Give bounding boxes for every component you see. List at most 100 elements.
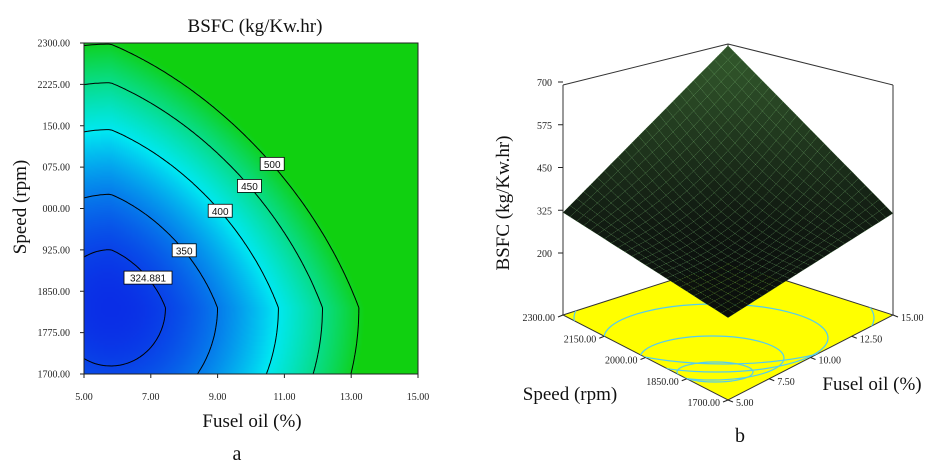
- contour-x-tick-label: 11.00: [273, 392, 295, 403]
- contour-line: [84, 43, 360, 374]
- surface-facet: [672, 257, 688, 266]
- surface-facet: [775, 275, 791, 284]
- surface-facet: [679, 283, 694, 292]
- surface-facet: [734, 271, 749, 279]
- surface-facet: [734, 263, 749, 272]
- contour-title: BSFC (kg/Kw.hr): [188, 16, 323, 37]
- surface-facet: [796, 180, 811, 195]
- surface-facet: [679, 253, 694, 263]
- surface-facet: [686, 273, 701, 282]
- surface-facet: [734, 205, 749, 218]
- surface-facet: [645, 254, 660, 263]
- surface-facet: [665, 260, 681, 269]
- contour-y-tick-label: 925.00: [43, 245, 71, 256]
- surface-facet: [782, 207, 798, 220]
- surface-facet: [672, 196, 688, 210]
- surface-facet: [659, 195, 674, 208]
- surface-facet: [638, 186, 653, 200]
- surface-facet: [603, 234, 619, 244]
- surface-facet: [714, 199, 729, 212]
- surface-facet: [679, 261, 694, 270]
- surface-facet: [789, 115, 804, 132]
- contour-y-tick-label: 150.00: [43, 121, 71, 132]
- contour-label: 500: [259, 156, 285, 171]
- surface-facet: [679, 236, 694, 246]
- surface-facet: [665, 275, 681, 283]
- surface-facet: [782, 255, 798, 265]
- surface-facet: [810, 192, 825, 206]
- surface-facet: [631, 252, 646, 261]
- surface-facet: [768, 257, 784, 266]
- surface-facet: [734, 285, 749, 294]
- surface-facet: [659, 207, 674, 220]
- contour-x-tick-label: 9.00: [209, 392, 227, 403]
- surface-facet: [741, 267, 756, 275]
- surface-facet: [617, 225, 633, 236]
- surface-facet: [645, 193, 660, 207]
- surface-facet: [686, 266, 701, 274]
- surface-facet: [617, 191, 633, 204]
- surface-facet: [748, 277, 763, 286]
- surface-z-axis-label: BSFC (kg/Kw.hr): [493, 136, 514, 271]
- surface-facet: [768, 272, 784, 281]
- surface-facet: [720, 271, 736, 279]
- surface-facet: [672, 264, 688, 273]
- svg-text:450: 450: [241, 182, 258, 193]
- surface-facet: [604, 163, 619, 178]
- contour-field: [84, 43, 418, 374]
- surface-facet: [693, 262, 708, 271]
- surface-fusel-tick-label: 7.50: [777, 377, 795, 388]
- surface-facet: [665, 267, 681, 276]
- surface-z-tick-label: 700: [537, 78, 552, 89]
- contour-y-tick-label: 1850.00: [38, 287, 71, 298]
- surface-facet: [624, 239, 639, 249]
- surface-facet: [755, 110, 770, 127]
- surface-facet: [652, 200, 667, 213]
- surface-facet: [638, 231, 653, 242]
- surface-facet: [597, 229, 612, 240]
- contour-y-tick-label: 000.00: [43, 204, 71, 215]
- surface-facet: [652, 258, 667, 267]
- surface-fusel-tick-label: 5.00: [736, 398, 754, 409]
- surface-fusel-tick-label: 15.00: [901, 313, 924, 324]
- surface-facet: [768, 265, 784, 273]
- surface-facet: [768, 249, 784, 258]
- surface-fusel-tick-label: 10.00: [819, 356, 842, 367]
- surface-facet: [796, 206, 811, 219]
- svg-text:324.881: 324.881: [130, 274, 167, 285]
- panel-label-b: b: [735, 425, 745, 447]
- surface-facet: [762, 276, 777, 285]
- response-surface: [562, 45, 894, 318]
- surface-facet: [631, 135, 646, 152]
- surface-facet: [755, 197, 770, 211]
- surface-facet: [865, 192, 880, 205]
- surface-facet: [775, 116, 791, 133]
- surface-facet: [727, 259, 743, 269]
- surface-facet: [569, 198, 584, 211]
- surface-facet: [741, 198, 756, 212]
- surface-speed-tick-label: 2150.00: [564, 334, 597, 345]
- surface-facet: [796, 254, 811, 263]
- surface-facet: [762, 269, 777, 278]
- surface-facet: [713, 289, 729, 298]
- surface-speed-axis-label: Speed (rpm): [523, 384, 617, 405]
- surface-facet: [604, 177, 619, 192]
- surface-facet: [762, 236, 777, 246]
- surface-facet: [590, 190, 605, 204]
- surface-facet: [769, 94, 784, 111]
- surface-facet: [823, 244, 839, 253]
- surface-facet: [824, 203, 839, 216]
- surface-facet: [700, 259, 715, 268]
- surface-facet: [775, 202, 791, 215]
- surface-facet: [748, 263, 763, 271]
- surface-facet: [823, 235, 839, 245]
- surface-facet: [707, 293, 722, 302]
- surface-facet: [762, 117, 777, 134]
- surface-facet: [665, 252, 681, 261]
- contour-x-tick-label: 5.00: [75, 392, 93, 403]
- surface-facet: [769, 125, 784, 141]
- surface-facet: [720, 45, 736, 61]
- surface-facet: [686, 197, 701, 211]
- surface-facet: [789, 251, 804, 260]
